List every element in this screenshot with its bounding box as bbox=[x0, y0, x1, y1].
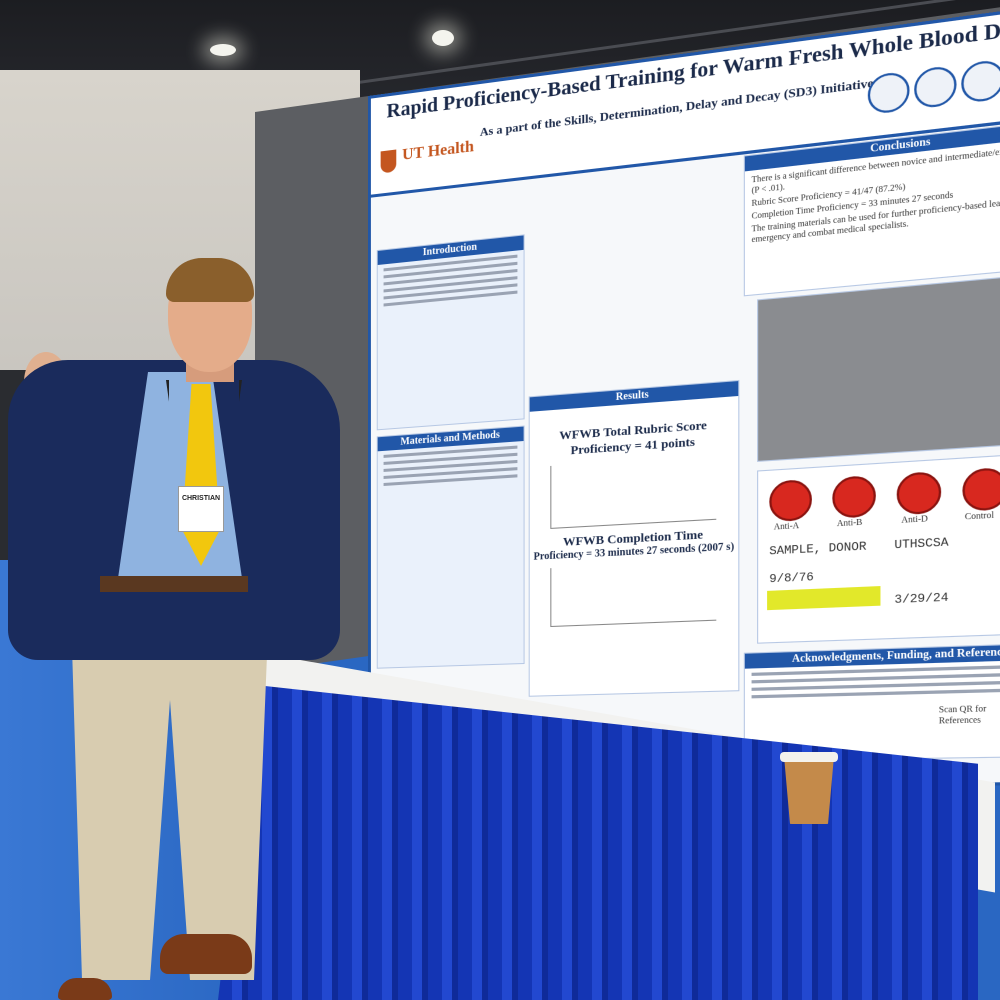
ceiling-light bbox=[210, 44, 236, 56]
ceiling-light bbox=[432, 30, 454, 46]
training-photo bbox=[757, 272, 1000, 462]
logo-text: UT Health bbox=[402, 137, 474, 164]
belt bbox=[100, 576, 248, 592]
card-address: UTHSCSA bbox=[894, 536, 949, 553]
label-anti-d: Anti-D bbox=[901, 513, 928, 525]
blood-drop-icon bbox=[832, 475, 876, 519]
blood-drop-icon bbox=[769, 478, 812, 523]
card-name: SAMPLE, DONOR bbox=[769, 540, 867, 559]
left-shoe bbox=[58, 978, 112, 1000]
hair bbox=[166, 258, 254, 302]
card-dob: 9/8/76 bbox=[769, 571, 814, 587]
blood-typing-card: Anti-A Anti-B Anti-D Control SAMPLE, DON… bbox=[757, 452, 1000, 644]
blood-drop-icon bbox=[896, 471, 942, 516]
scan-qr-text: Scan QR for References bbox=[938, 703, 987, 726]
time-plot bbox=[550, 560, 717, 628]
seal-icon bbox=[914, 64, 957, 110]
materials-section: Materials and Methods bbox=[376, 425, 525, 669]
shield-icon bbox=[380, 149, 397, 174]
label-anti-b: Anti-B bbox=[836, 517, 863, 529]
blood-drop-icon bbox=[962, 466, 1000, 512]
card-date: 3/29/24 bbox=[894, 591, 949, 608]
ut-health-logo: UT Health bbox=[380, 135, 480, 183]
rubric-plot bbox=[550, 455, 717, 529]
right-shoe bbox=[160, 934, 252, 974]
results-section: Results WFWB Total Rubric Score Proficie… bbox=[528, 379, 740, 697]
coffee-cup bbox=[784, 756, 834, 824]
label-control: Control bbox=[964, 510, 995, 522]
seal-icon bbox=[961, 58, 1000, 104]
seal-icon bbox=[867, 70, 910, 116]
results-heading: Results bbox=[529, 381, 739, 412]
name-badge: CHRISTIAN bbox=[178, 486, 224, 532]
research-poster: Rapid Proficiency-Based Training for War… bbox=[368, 1, 1000, 793]
card-highlight bbox=[767, 586, 881, 611]
introduction-section: Introduction bbox=[376, 234, 525, 431]
acknowledgments-heading: Acknowledgments, Funding, and References bbox=[744, 643, 1000, 669]
coffee-cup-lid bbox=[780, 752, 838, 762]
label-anti-a: Anti-A bbox=[773, 520, 800, 532]
